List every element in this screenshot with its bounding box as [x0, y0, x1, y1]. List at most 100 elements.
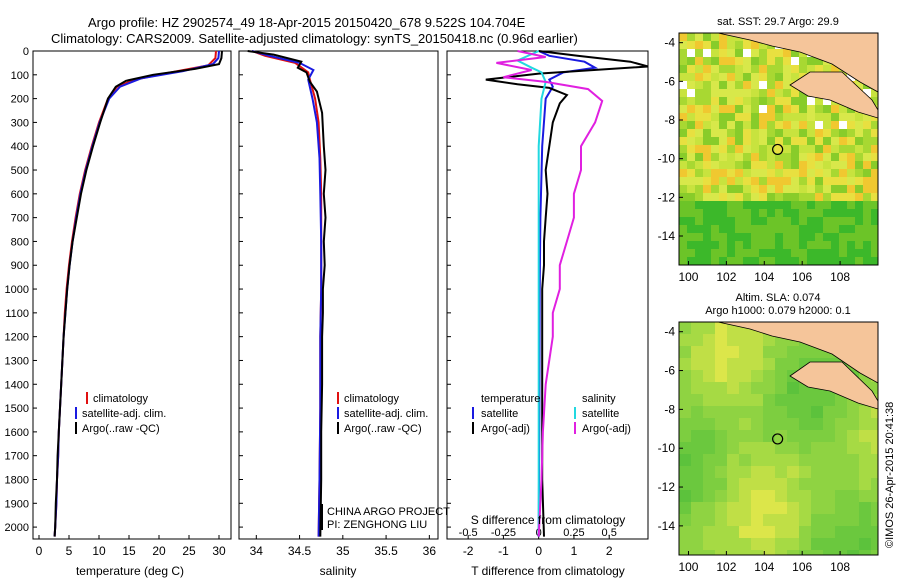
map-cell — [775, 514, 787, 526]
map-cell — [787, 442, 799, 454]
map-cell — [743, 57, 751, 65]
map-cell — [703, 73, 711, 81]
map-cell — [691, 370, 703, 382]
map-cell — [691, 466, 703, 478]
map-cell — [711, 89, 719, 97]
map-cell — [835, 550, 847, 555]
map-cell — [815, 185, 823, 193]
map-cell — [787, 358, 799, 370]
map-cell — [815, 201, 823, 209]
map-cell — [687, 129, 695, 137]
map-cell — [839, 233, 847, 241]
legend-satellite: satellite-adj. clim. — [82, 408, 166, 420]
map-cell — [743, 193, 751, 201]
map-cell — [871, 430, 878, 442]
map-cell — [695, 161, 703, 169]
map-cell — [739, 346, 751, 358]
map-cell — [823, 121, 831, 129]
map-cell — [703, 346, 715, 358]
map-cell — [791, 169, 799, 177]
map-cell — [787, 418, 799, 430]
map-cell — [719, 177, 727, 185]
map-cell — [871, 418, 878, 430]
map-cell — [811, 526, 823, 538]
map-cell — [791, 97, 799, 105]
map-cell — [687, 65, 695, 73]
map-cell — [727, 121, 735, 129]
map-cell — [859, 406, 871, 418]
map-cell — [759, 145, 767, 153]
map-cell — [751, 105, 759, 113]
map-cell — [787, 382, 799, 394]
map-cell — [679, 514, 691, 526]
map-cell — [679, 65, 687, 73]
map-cell — [715, 370, 727, 382]
map-cell — [847, 121, 855, 129]
map-cell — [735, 145, 743, 153]
map-cell — [691, 358, 703, 370]
salinity-depth-ticks — [239, 50, 243, 528]
header-line-1: Argo profile: HZ 2902574_49 18-Apr-2015 … — [88, 15, 526, 30]
map-cell — [775, 129, 783, 137]
map-cell — [767, 81, 775, 89]
depth-tick-label: 1200 — [5, 332, 29, 344]
map-cell — [735, 97, 743, 105]
map-cell — [787, 478, 799, 490]
map-cell — [831, 185, 839, 193]
map-cell — [871, 241, 878, 249]
map-cell — [783, 137, 791, 145]
map-cell — [743, 257, 751, 265]
map-cell — [783, 121, 791, 129]
map-cell — [791, 257, 799, 265]
map-cell — [759, 65, 767, 73]
map-cell — [807, 129, 815, 137]
map-cell — [791, 161, 799, 169]
map-cell — [695, 129, 703, 137]
map-cell — [807, 233, 815, 241]
map-cell — [799, 241, 807, 249]
map-cell — [775, 478, 787, 490]
map-cell — [687, 169, 695, 177]
map-cell — [871, 185, 878, 193]
map-cell — [703, 57, 711, 65]
salinity-ticks: 34 34.5 35 35.5 36 — [250, 535, 436, 558]
map-cell — [823, 129, 831, 137]
map-cell — [863, 185, 871, 193]
map-cell — [695, 225, 703, 233]
map-cell — [831, 129, 839, 137]
map-cell — [739, 394, 751, 406]
map-cell — [751, 177, 759, 185]
legend-climatology: climatology — [344, 393, 400, 405]
s-difference-tick-label: -0.5 — [459, 527, 478, 539]
map-cell — [743, 97, 751, 105]
map-cell — [799, 514, 811, 526]
map-cell — [839, 121, 847, 129]
lat-tick-label: -10 — [658, 152, 676, 166]
map-cell — [727, 161, 735, 169]
map-cell — [823, 145, 831, 153]
map-cell — [703, 89, 711, 97]
map-cell — [735, 153, 743, 161]
map-cell — [823, 137, 831, 145]
map-cell — [751, 121, 759, 129]
map-cell — [811, 394, 823, 406]
map-cell — [767, 121, 775, 129]
map-cell — [715, 346, 727, 358]
map-cell — [751, 169, 759, 177]
map-cell — [687, 145, 695, 153]
map-cell — [791, 145, 799, 153]
map-cell — [739, 430, 751, 442]
lon-tick-label: 104 — [754, 560, 774, 574]
map-cell — [835, 430, 847, 442]
map-cell — [775, 241, 783, 249]
map-cell — [791, 217, 799, 225]
map-cell — [739, 502, 751, 514]
map-cell — [815, 257, 823, 265]
map-cell — [791, 121, 799, 129]
sla-map-ticks: 100 102 104 106 108 -4 -6 -8 -10 -12 -14 — [658, 325, 851, 574]
x-tick-label: 25 — [182, 544, 196, 558]
map-cell — [859, 538, 871, 550]
map-cell — [751, 113, 759, 121]
map-cell — [743, 145, 751, 153]
map-cell — [835, 418, 847, 430]
